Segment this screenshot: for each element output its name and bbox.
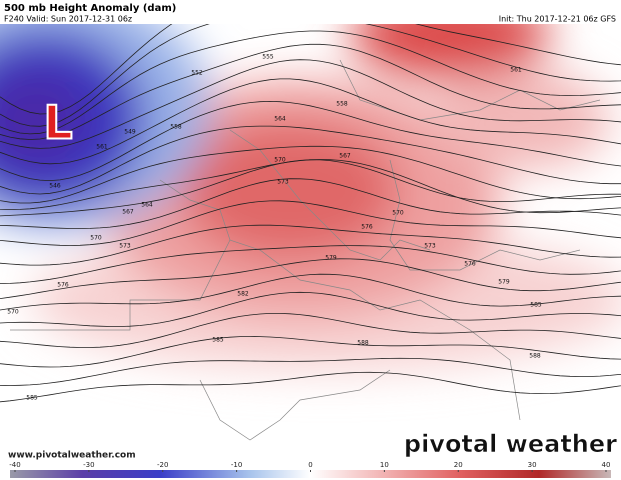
contour-label: 576 [361,224,373,231]
contour-label: 567 [339,153,351,160]
title: 500 mb Height Anomaly (dam) [4,3,176,14]
contour-line [0,245,621,285]
contour-line [0,224,621,266]
contour-label: 570 [90,235,102,242]
contour-label: 552 [191,70,203,77]
contour-line [0,371,621,403]
contour-label: 567 [122,209,134,216]
valid-time: F240 Valid: Sun 2017-12-31 06z [4,15,132,24]
contour-line [0,178,621,230]
colorbar-tick-label: -40 [9,461,20,469]
contour-line [0,273,621,311]
colorbar [10,470,611,478]
colorbar-tick-label: -10 [231,461,242,469]
contour-line [0,125,621,195]
colorbar-tick-label: 30 [528,461,537,469]
contour-label: 579 [325,255,337,262]
contour-line [0,59,621,149]
contour-label: 573 [277,179,289,186]
contour-label: 585 [26,395,38,402]
contour-line [0,291,621,327]
contour-line [0,200,621,246]
contour-label: 588 [357,340,369,347]
contour-label: 585 [212,337,224,344]
contour-line [0,78,621,165]
contour-label: 564 [274,116,286,123]
colorbar-tick-label: 20 [454,461,463,469]
contour-line [0,357,621,386]
contour-label: 564 [141,202,153,209]
contour-label: 570 [7,309,19,316]
contour-label: 570 [274,157,286,164]
contour-label: 573 [119,243,131,250]
contour-line [0,0,621,115]
contour-line [0,336,621,368]
low-marker: L [43,96,72,150]
map: 552 555 558 561 564 567 570 573 576 579 582 585 588 5… [0,0,621,441]
contour-label: 573 [424,243,436,250]
anomaly-shading [0,0,621,370]
colorbar-tick-label: -30 [83,461,94,469]
colorbar-tick-label: 10 [380,461,389,469]
colorbar-tick-label: 0 [308,461,312,469]
contour-label: 561 [510,67,522,74]
init-time: Init: Thu 2017-12-21 06z GFS [499,15,616,24]
header-band [0,0,621,24]
contour-line [0,159,621,217]
website: www.pivotalweather.com [8,451,136,461]
contour-label: 546 [49,183,61,190]
contour-label: 579 [498,279,510,286]
contour-line [0,145,621,204]
contour-label: 558 [170,124,182,131]
contour-label: 582 [237,291,249,298]
contour-label: 561 [96,144,108,151]
contour-line [0,258,621,300]
contour-labels: 552 555 558 561 564 567 570 573 576 579 582 585 588 5… [7,54,542,402]
contour-label: 588 [529,353,541,360]
contour-label: 555 [262,54,274,61]
contour-line [0,100,621,182]
contour-label: 585 [530,302,542,309]
logo: pivotal weather [404,430,617,458]
contour-line [0,30,621,135]
contour-label: 558 [336,101,348,108]
contour-label: 549 [124,129,136,136]
contour-label: 576 [57,282,69,289]
contour-label: 576 [464,261,476,268]
contour-label: 570 [392,210,404,217]
borders [10,59,601,441]
contours [0,0,621,403]
contour-line [0,313,621,348]
colorbar-ticks: -40 -30 -20 -10 0 10 20 30 40 [9,461,610,472]
colorbar-tick-label: -20 [157,461,168,469]
colorbar-tick-label: 40 [602,461,611,469]
contour-line [0,43,621,140]
